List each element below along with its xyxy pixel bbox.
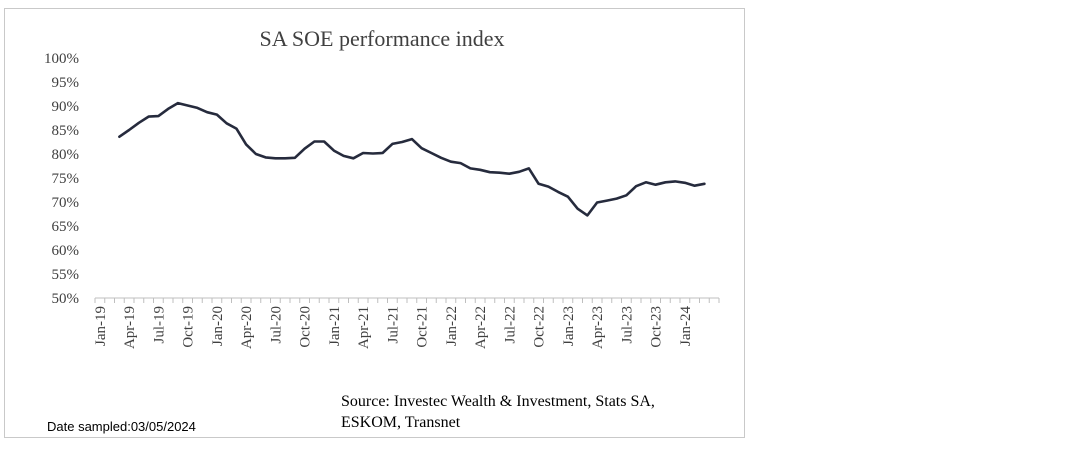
line-chart: SA SOE performance index 50% 55% 60% 65% 70%… [44,26,720,434]
x-tick-label: Jul-20 [268,306,284,344]
x-tick-label: Oct-23 [649,306,665,348]
chart-title: SA SOE performance index [260,26,505,51]
x-tick-label: Jan-22 [444,306,460,346]
x-tick-label: Apr-20 [239,306,255,349]
y-tick-label: 80% [52,147,80,163]
x-tick-label: Oct-21 [415,306,431,348]
date-sampled: Date sampled:03/05/2024 [47,419,196,434]
x-tick-label: Apr-19 [122,306,138,349]
y-tick-label: 70% [52,195,80,211]
x-tick-label: Jul-23 [619,306,635,344]
x-tick-label: Jan-24 [678,306,694,346]
y-tick-label: 60% [52,243,80,259]
series-group [118,101,706,217]
y-tick-label: 100% [44,51,79,67]
series-line [118,101,706,217]
x-tick-label: Jul-22 [502,306,518,344]
source-line-2: ESKOM, Transnet [341,414,461,431]
x-tick-label: Jan-19 [93,306,109,346]
y-tick-label: 90% [52,99,80,115]
y-axis: 50% 55% 60% 65% 70% 75% 80% 85% 90% 95% 100% [44,51,79,307]
y-tick-label: 50% [52,291,80,307]
chart-frame: SA SOE performance index 50% 55% 60% 65% 70%… [4,8,745,438]
x-tick-label: Jul-21 [385,306,401,344]
y-tick-label: 85% [52,123,80,139]
x-tick-label: Jan-20 [210,306,226,346]
y-tick-label: 65% [52,219,80,235]
y-tick-label: 55% [52,267,80,283]
x-axis: Jan-19 Apr-19 Jul-19 Oct-19 Jan-20 Apr-20 Jul-… [93,297,720,349]
source-line-1: Source: Investec Wealth & Investment, St… [341,393,655,410]
x-tick-label: Oct-20 [298,306,314,348]
x-tick-label: Apr-22 [473,306,489,349]
x-tick-label: Jan-21 [327,306,343,346]
x-tick-label: Jul-19 [151,306,167,344]
y-tick-label: 75% [52,171,80,187]
x-tick-label: Jan-23 [561,306,577,346]
y-tick-label: 95% [52,75,80,91]
x-tick-label: Apr-23 [590,306,606,349]
x-tick-label: Oct-22 [532,306,548,348]
x-tick-label: Oct-19 [181,306,197,348]
x-tick-label: Apr-21 [356,306,372,349]
